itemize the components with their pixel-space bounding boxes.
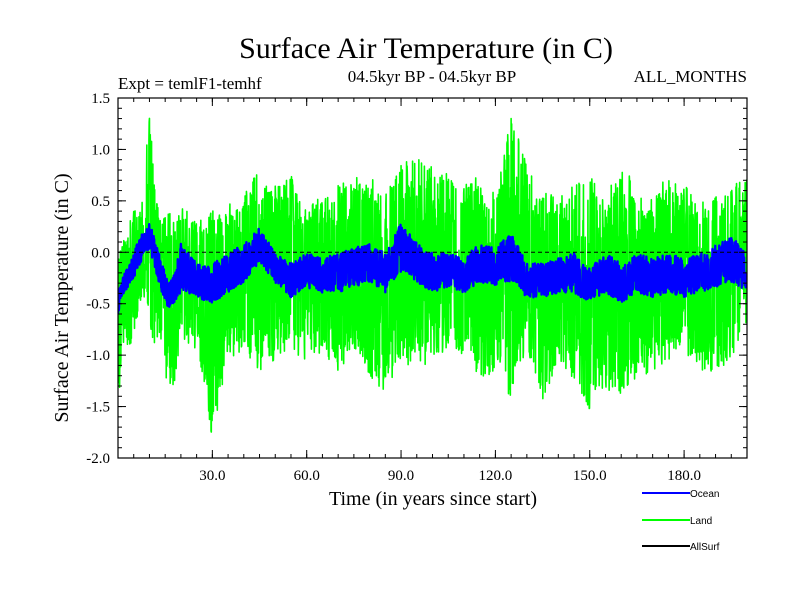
y-tick-label: -1.0 <box>86 348 110 364</box>
months-label: ALL_MONTHS <box>634 67 747 86</box>
x-axis-tick-labels: 30.0 60.0 90.0 120.0 150.0 180.0 <box>199 468 701 484</box>
x-tick-label: 120.0 <box>479 468 513 484</box>
y-tick-label: 1.0 <box>91 142 110 158</box>
x-tick-label: 30.0 <box>199 468 225 484</box>
y-tick-label: 0.0 <box>91 245 110 261</box>
y-tick-label: -1.5 <box>86 400 110 416</box>
x-tick-label: 150.0 <box>573 468 607 484</box>
legend-label-land: Land <box>690 516 712 527</box>
y-tick-label: 0.5 <box>91 194 110 210</box>
y-axis-tick-labels: -2.0 -1.5 -1.0 -0.5 0.0 0.5 1.0 1.5 <box>86 91 110 467</box>
legend-label-ocean: Ocean <box>690 489 719 500</box>
axis-ticks <box>117 97 748 459</box>
experiment-label: Expt = temlF1-temhf <box>118 74 262 93</box>
x-tick-label: 60.0 <box>294 468 320 484</box>
y-axis-label: Surface Air Temperature (in C) <box>51 173 73 422</box>
x-axis-label: Time (in years since start) <box>329 488 537 510</box>
plot-area <box>117 97 748 459</box>
legend-label-allsurf: AllSurf <box>690 542 720 553</box>
ocean-series <box>118 222 747 314</box>
y-tick-label: -2.0 <box>86 451 110 467</box>
y-tick-label: 1.5 <box>91 91 110 107</box>
x-tick-label: 180.0 <box>667 468 701 484</box>
legend: Ocean Land AllSurf <box>642 489 720 553</box>
x-tick-label: 90.0 <box>388 468 414 484</box>
chart-title: Surface Air Temperature (in C) <box>239 32 613 65</box>
ocean-line <box>118 222 747 314</box>
chart-subtitle: 04.5kyr BP - 04.5kyr BP <box>348 67 516 86</box>
y-tick-label: -0.5 <box>86 297 110 313</box>
